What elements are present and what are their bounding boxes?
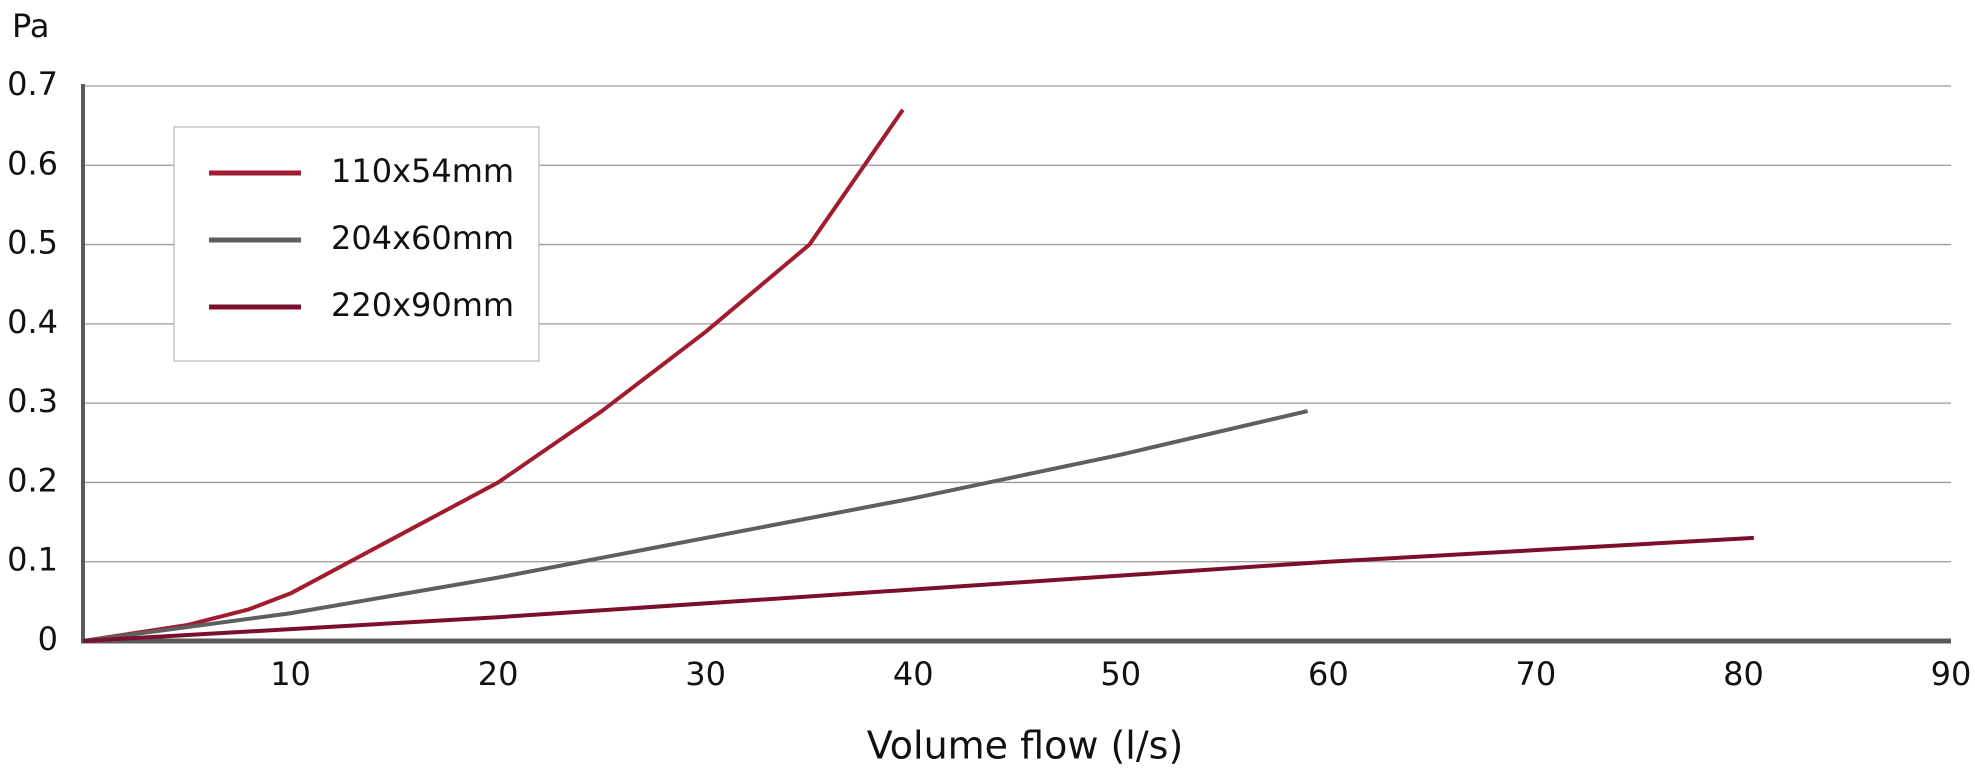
y-tick-label: 0.3	[7, 382, 58, 420]
y-tick-label: 0.4	[7, 303, 58, 341]
legend-label: 110x54mm	[331, 152, 514, 190]
y-tick-label: 0	[38, 620, 58, 658]
x-tick-label: 10	[270, 655, 311, 693]
legend-box	[173, 126, 540, 362]
x-tick-label: 60	[1308, 655, 1349, 693]
legend-label: 220x90mm	[331, 286, 514, 324]
x-axis-label: Volume flow (l/s)	[867, 724, 1184, 768]
x-tick-label: 90	[1931, 655, 1972, 693]
x-tick-label: 40	[893, 655, 934, 693]
x-tick-label: 50	[1100, 655, 1141, 693]
data-line	[82, 535, 1754, 643]
x-tick-label: 30	[685, 655, 726, 693]
y-tick-label: 0.5	[7, 224, 58, 262]
data-line	[82, 409, 1309, 643]
y-tick-label: 0.2	[7, 461, 58, 499]
x-tick-label: 20	[478, 655, 519, 693]
data-line	[82, 108, 905, 643]
x-tick-label: 80	[1723, 655, 1764, 693]
legend: 110x54mm 204x60mm 220x90mm	[173, 126, 540, 362]
legend-label: 204x60mm	[331, 219, 514, 257]
y-tick-label: 0.1	[7, 541, 58, 579]
y-tick-label: 0.6	[7, 144, 58, 182]
y-axis-label: Pa	[12, 7, 49, 45]
x-tick-label: 70	[1516, 655, 1557, 693]
y-tick-label: 0.7	[7, 65, 58, 103]
